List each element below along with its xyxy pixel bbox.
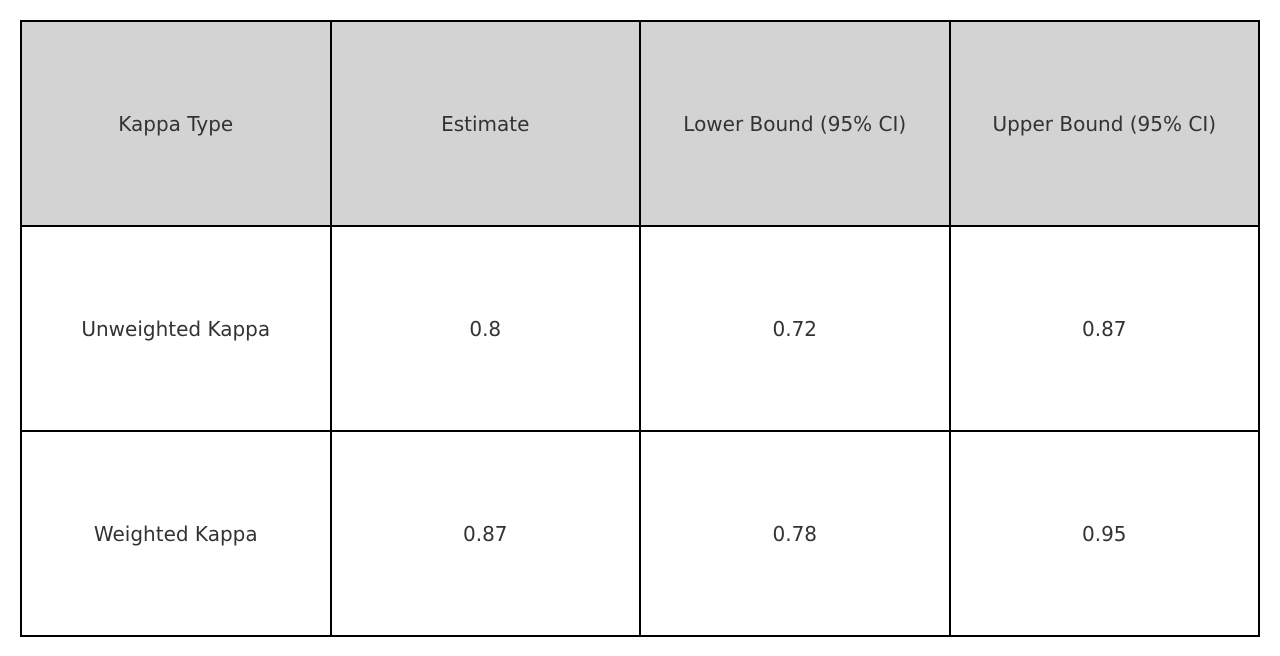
cell-upper-bound: 0.95 bbox=[948, 430, 1260, 637]
column-header-lower-bound: Lower Bound (95% CI) bbox=[639, 20, 951, 227]
cell-estimate: 0.8 bbox=[329, 225, 641, 432]
column-header-upper-bound: Upper Bound (95% CI) bbox=[948, 20, 1260, 227]
column-header-kappa-type: Kappa Type bbox=[20, 20, 332, 227]
kappa-table-container: Kappa Type Estimate Lower Bound (95% CI)… bbox=[20, 20, 1260, 637]
cell-kappa-type: Weighted Kappa bbox=[20, 430, 332, 637]
header-row: Kappa Type Estimate Lower Bound (95% CI)… bbox=[20, 20, 1260, 227]
cell-lower-bound: 0.78 bbox=[639, 430, 951, 637]
table-row: Unweighted Kappa 0.8 0.72 0.87 bbox=[20, 225, 1260, 432]
cell-estimate: 0.87 bbox=[329, 430, 641, 637]
cell-lower-bound: 0.72 bbox=[639, 225, 951, 432]
column-header-estimate: Estimate bbox=[329, 20, 641, 227]
cell-upper-bound: 0.87 bbox=[948, 225, 1260, 432]
cell-kappa-type: Unweighted Kappa bbox=[20, 225, 332, 432]
table-body: Unweighted Kappa 0.8 0.72 0.87 Weighted … bbox=[20, 225, 1260, 637]
kappa-table: Kappa Type Estimate Lower Bound (95% CI)… bbox=[20, 20, 1260, 637]
table-row: Weighted Kappa 0.87 0.78 0.95 bbox=[20, 430, 1260, 637]
table-header: Kappa Type Estimate Lower Bound (95% CI)… bbox=[20, 20, 1260, 227]
